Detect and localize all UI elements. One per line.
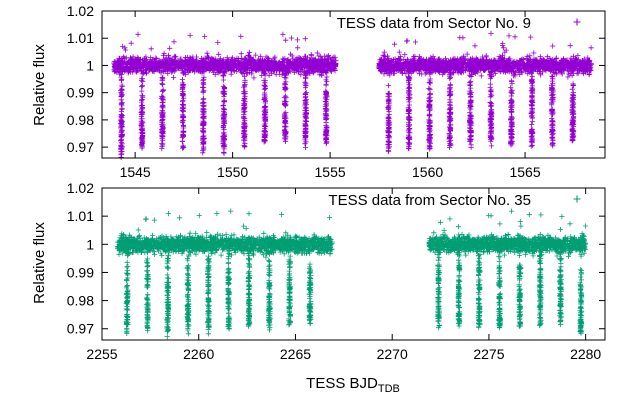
y-tick-label: 1.01	[67, 30, 94, 46]
x-axis-title: TESS BJDTDB	[306, 375, 400, 395]
x-tick-label: 1545	[120, 164, 151, 180]
x-tick-label: 2265	[280, 346, 311, 362]
y-tick-label: 1.02	[67, 3, 94, 19]
x-tick-label: 2255	[86, 346, 117, 362]
data-points	[111, 30, 594, 160]
y-axis-title: Relative flux	[31, 222, 48, 304]
x-axis-title-main: TESS BJD	[306, 375, 378, 392]
x-tick-label: 2270	[377, 346, 408, 362]
series-points	[114, 208, 589, 340]
x-tick-label: 2260	[183, 346, 214, 362]
legend: TESS data from Sector No. 9	[337, 15, 581, 32]
y-tick-label: 1.01	[67, 208, 94, 224]
panel-sector-35: 2255 2260 2265 2270 2275 2280 0.97 0.98 0.99 1 1.0…	[31, 180, 606, 362]
y-tick-label: 0.98	[67, 293, 94, 309]
x-tick-label: 1560	[412, 164, 443, 180]
y-axis-title: Relative flux	[31, 44, 48, 126]
panel-sector-9: 1545 1550 1555 1560 1565 0.97 0.98 0.99 1 1.01 1.0…	[31, 3, 606, 180]
legend-label: TESS data from Sector No. 35	[328, 192, 531, 209]
axis-ticks: 1545 1550 1555 1560 1565 0.97 0.98 0.99 1 1.01 1.0…	[67, 3, 605, 180]
x-axis-title-subscript: TDB	[378, 383, 400, 395]
plot-frame	[101, 10, 606, 159]
x-tick-label: 1550	[217, 164, 248, 180]
legend-marker-symbol	[573, 195, 581, 203]
y-tick-label: 0.99	[67, 264, 94, 280]
plot-frame	[101, 187, 606, 341]
axis-ticks: 2255 2260 2265 2270 2275 2280 0.97 0.98 0.99 1 1.0…	[67, 180, 605, 362]
y-tick-label: 1.02	[67, 180, 94, 196]
legend-marker	[573, 195, 581, 203]
x-tick-label: 2275	[473, 346, 504, 362]
legend-marker-symbol	[573, 18, 581, 26]
legend-label: TESS data from Sector No. 9	[337, 15, 531, 32]
x-tick-label: 1555	[315, 164, 346, 180]
series-points	[111, 30, 594, 160]
legend: TESS data from Sector No. 35	[328, 192, 581, 209]
x-tick-label: 2280	[570, 346, 601, 362]
y-tick-label: 1	[86, 57, 94, 73]
y-tick-label: 0.98	[67, 112, 94, 128]
x-tick-label: 1565	[509, 164, 540, 180]
y-tick-label: 1	[86, 236, 94, 252]
y-tick-label: 0.99	[67, 85, 94, 101]
data-points	[114, 208, 589, 340]
y-tick-label: 0.97	[67, 139, 94, 155]
legend-marker	[573, 18, 581, 26]
y-tick-label: 0.97	[67, 321, 94, 337]
